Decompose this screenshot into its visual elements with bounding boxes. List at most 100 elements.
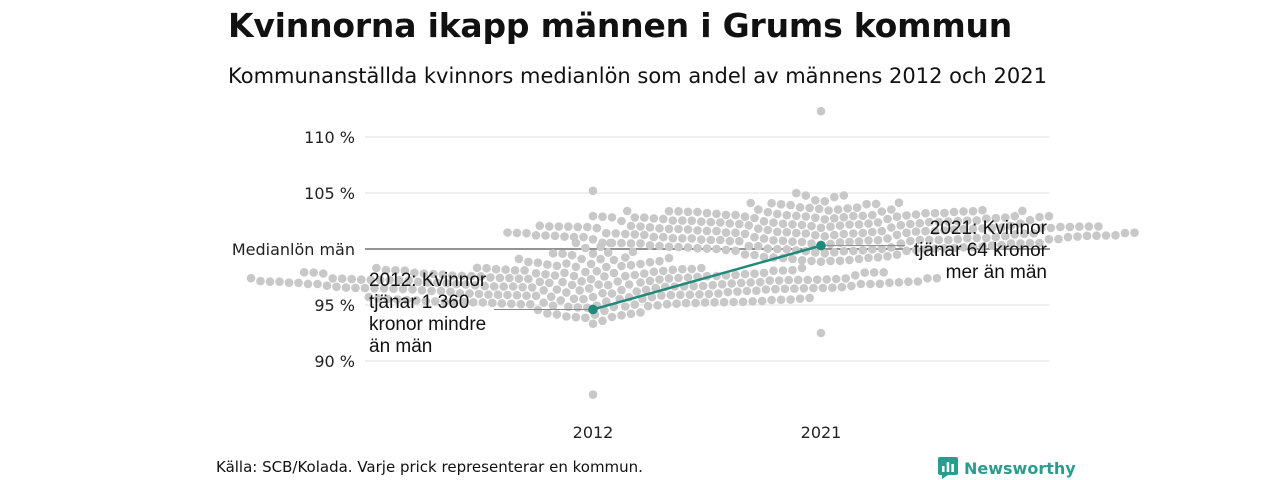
municipality-dot (750, 232, 759, 242)
municipality-dot (524, 274, 533, 284)
municipality-dot (1035, 238, 1044, 248)
municipality-dot (404, 276, 414, 285)
municipality-dot (755, 277, 765, 287)
municipality-dot (940, 208, 949, 218)
municipality-dot (484, 290, 493, 299)
municipality-dot (645, 223, 655, 232)
municipality-dot (647, 292, 657, 302)
municipality-dot (522, 228, 531, 238)
x-tick-label: 2021 (801, 423, 842, 442)
municipality-dot (503, 228, 512, 237)
municipality-dot (531, 231, 541, 240)
municipality-dot (864, 219, 873, 228)
municipality-dot (630, 300, 640, 309)
municipality-dot (600, 272, 609, 281)
municipality-dot (719, 297, 729, 307)
municipality-dot (797, 255, 807, 265)
municipality-dot (423, 278, 433, 287)
municipality-dot (839, 212, 849, 222)
municipality-dot (659, 232, 668, 242)
municipality-dot (835, 221, 845, 230)
municipality-dot (856, 279, 866, 289)
municipality-dot (1082, 231, 1092, 241)
municipality-dot (797, 220, 807, 230)
municipality-dot (835, 238, 845, 247)
municipality-dot (592, 223, 602, 233)
municipality-dot (837, 282, 847, 292)
municipality-dot (577, 277, 586, 286)
brand-logo: Newsworthy (938, 457, 1076, 479)
municipality-dot (831, 274, 841, 284)
municipality-dot (795, 294, 805, 304)
municipality-dot (959, 224, 968, 234)
municipality-dot (972, 216, 982, 225)
municipality-dot (552, 310, 562, 319)
municipality-dot (265, 277, 275, 287)
municipality-dot (693, 243, 702, 253)
municipality-dot (740, 269, 750, 279)
municipality-dot (858, 211, 868, 221)
municipality-dot (1111, 231, 1120, 240)
municipality-dot (997, 223, 1006, 232)
municipality-dot (892, 250, 902, 259)
municipality-dot (438, 270, 448, 279)
municipality-dot (1063, 232, 1073, 242)
municipality-dot (830, 192, 839, 202)
municipality-dot (769, 218, 778, 227)
municipality-dot (626, 239, 636, 248)
municipality-dot (514, 254, 524, 264)
municipality-dot (911, 245, 921, 255)
municipality-dot (636, 259, 645, 269)
municipality-dot (784, 275, 793, 285)
municipality-dot (640, 269, 649, 278)
municipality-dot (915, 235, 925, 245)
municipality-dot (609, 255, 619, 265)
chart-subtitle: Kommunanställda kvinnors medianlön som a… (228, 64, 1047, 88)
source-footer: Källa: SCB/Kolada. Varje prick represent… (216, 458, 643, 476)
municipality-dot (541, 270, 550, 279)
municipality-dot (609, 268, 619, 278)
municipality-dot (527, 283, 537, 292)
municipality-dot (588, 390, 598, 399)
municipality-dot (871, 199, 881, 209)
municipality-dot (839, 246, 849, 256)
municipality-dot (877, 207, 887, 216)
municipality-dot (763, 207, 773, 217)
municipality-dot (564, 302, 573, 312)
municipality-dot (592, 266, 602, 276)
municipality-dot (940, 226, 949, 235)
municipality-dot (949, 207, 959, 217)
municipality-dot (562, 259, 571, 268)
municipality-dot (792, 211, 801, 221)
municipality-dot (1084, 222, 1094, 231)
municipality-dot (659, 266, 668, 276)
municipality-dot (740, 229, 750, 239)
municipality-dot (564, 222, 573, 231)
municipality-dot (807, 221, 816, 231)
municipality-dot (628, 247, 638, 257)
municipality-dot (366, 275, 376, 285)
municipality-dot (776, 200, 786, 209)
municipality-dot (1044, 235, 1054, 244)
municipality-dot (816, 223, 826, 233)
municipality-dot (731, 210, 740, 220)
municipality-dot (801, 212, 811, 221)
municipality-dot (497, 299, 507, 308)
municipality-dot (645, 276, 655, 286)
municipality-dot (562, 288, 571, 297)
municipality-dot (769, 266, 778, 276)
municipality-dot (1037, 223, 1046, 233)
municipality-dot (868, 227, 877, 237)
municipality-dot (797, 237, 807, 247)
municipality-dot (858, 246, 868, 255)
municipality-dot (607, 289, 617, 298)
municipality-dot (493, 290, 503, 300)
y-tick-label: Medianlön män (232, 240, 355, 259)
municipality-dot (883, 234, 892, 243)
municipality-dot (676, 290, 685, 300)
municipality-dot (632, 287, 641, 296)
municipality-dot (672, 299, 681, 309)
municipality-dot (586, 274, 596, 284)
municipality-dot (1020, 229, 1029, 238)
municipality-dot (465, 289, 474, 298)
